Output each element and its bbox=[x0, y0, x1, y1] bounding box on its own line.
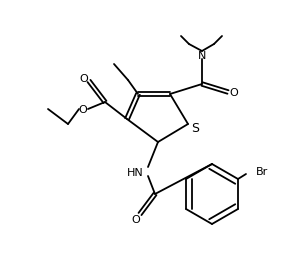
Text: S: S bbox=[191, 121, 199, 134]
Text: Br: Br bbox=[256, 166, 268, 176]
Text: O: O bbox=[80, 74, 88, 84]
Text: O: O bbox=[230, 88, 238, 98]
Text: HN: HN bbox=[127, 167, 144, 177]
Text: O: O bbox=[79, 105, 87, 115]
Text: O: O bbox=[132, 214, 140, 224]
Text: N: N bbox=[198, 51, 206, 61]
